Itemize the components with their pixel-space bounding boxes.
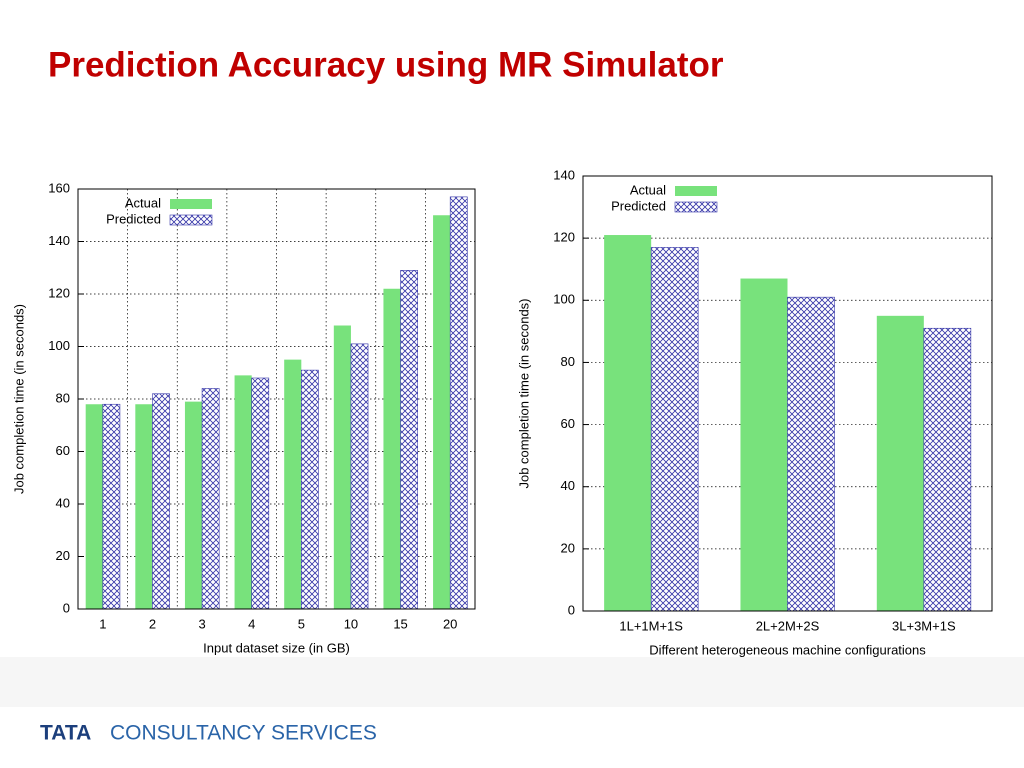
y-tick-label: 20 xyxy=(56,548,70,563)
legend-label: Actual xyxy=(630,182,666,197)
footer-company: CONSULTANCY SERVICES xyxy=(110,722,377,745)
bar xyxy=(923,327,972,612)
footer-brand: TATA xyxy=(40,722,91,745)
y-axis-label: Job completion time (in seconds) xyxy=(516,298,531,488)
x-tick-label: 10 xyxy=(344,616,358,631)
footer-band xyxy=(0,657,1024,707)
y-tick-label: 120 xyxy=(48,285,70,300)
bar xyxy=(284,359,302,609)
bar xyxy=(400,270,418,610)
y-tick-label: 40 xyxy=(561,478,575,493)
y-tick-label: 60 xyxy=(561,416,575,431)
x-tick-label: 4 xyxy=(248,616,255,631)
bar xyxy=(333,325,351,609)
x-tick-label: 15 xyxy=(393,616,407,631)
legend-swatch xyxy=(170,199,212,209)
x-tick-label: 2 xyxy=(149,616,156,631)
x-axis-label: Different heterogeneous machine configur… xyxy=(649,642,926,657)
y-tick-label: 20 xyxy=(561,540,575,555)
plot-frame xyxy=(77,188,476,610)
y-tick-label: 160 xyxy=(48,180,70,195)
bar xyxy=(876,315,924,611)
y-tick-label: 100 xyxy=(553,292,575,307)
y-axis-label: Job completion time (in seconds) xyxy=(11,304,26,494)
legend-label: Predicted xyxy=(106,211,161,226)
bar xyxy=(301,369,319,610)
bar xyxy=(234,375,252,609)
bar xyxy=(135,404,153,609)
x-tick-label: 5 xyxy=(298,616,305,631)
bar xyxy=(449,196,468,610)
bar xyxy=(350,343,369,610)
legend-swatch xyxy=(169,214,213,226)
y-tick-label: 0 xyxy=(568,602,575,617)
legend-label: Actual xyxy=(125,195,161,210)
x-tick-label: 1 xyxy=(99,616,106,631)
y-tick-label: 60 xyxy=(56,443,70,458)
bar xyxy=(102,403,121,610)
x-tick-label: 20 xyxy=(443,616,457,631)
x-tick-label: 3 xyxy=(198,616,205,631)
y-tick-label: 140 xyxy=(48,233,70,248)
bar xyxy=(201,388,220,610)
legend-label: Predicted xyxy=(611,198,666,213)
plot-frame xyxy=(582,175,993,612)
y-tick-label: 80 xyxy=(561,354,575,369)
bar xyxy=(152,393,170,610)
bar xyxy=(383,288,401,609)
y-tick-label: 100 xyxy=(48,338,70,353)
legend-swatch xyxy=(675,186,717,196)
y-tick-label: 80 xyxy=(56,390,70,405)
y-tick-label: 140 xyxy=(553,167,575,182)
x-axis-label: Input dataset size (in GB) xyxy=(203,640,350,655)
y-tick-label: 0 xyxy=(63,600,70,615)
bar xyxy=(184,401,203,609)
y-tick-label: 40 xyxy=(56,495,70,510)
y-tick-label: 120 xyxy=(553,230,575,245)
bar xyxy=(787,296,835,612)
bar xyxy=(740,278,788,611)
bar xyxy=(85,404,103,609)
x-tick-label: 2L+2M+2S xyxy=(756,618,820,633)
bar xyxy=(650,247,699,612)
legend-swatch xyxy=(674,201,718,213)
bar xyxy=(433,215,451,609)
slide-title: Prediction Accuracy using MR Simulator xyxy=(48,45,724,84)
bar xyxy=(604,235,652,612)
x-tick-label: 1L+1M+1S xyxy=(619,618,683,633)
bar xyxy=(251,377,270,610)
x-tick-label: 3L+3M+1S xyxy=(892,618,956,633)
